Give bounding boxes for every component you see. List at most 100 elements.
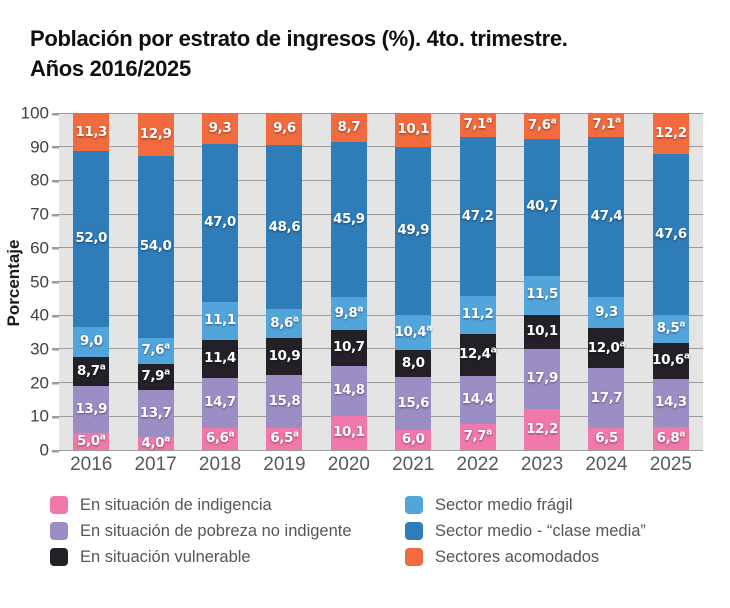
- legend-column-left: En situación de indigencia En situación d…: [50, 494, 405, 568]
- legend-item: Sector medio - “clase media”: [405, 520, 710, 542]
- bar-2020: 10,1 14,8 10,7 9,8a 45,9 8,7: [317, 113, 381, 450]
- x-axis-label-2024: 2024: [585, 454, 628, 475]
- y-tick-value: 20: [30, 373, 49, 393]
- bar-segment: 47,6: [652, 154, 689, 315]
- bar-segment: 10,1: [524, 314, 561, 349]
- x-axis-label-2019: 2019: [263, 454, 306, 475]
- legend-swatch: [405, 496, 423, 514]
- bar-segment-value: 9,3: [208, 119, 232, 136]
- bar-segment-value: 14,4: [461, 391, 494, 408]
- bar-segment: 13,9: [73, 386, 110, 434]
- bar-segment: 15,8: [266, 374, 303, 429]
- bar-segment-value: 14,8: [332, 382, 365, 399]
- bar-segment-value: 14,3: [655, 394, 687, 411]
- legend-item: En situación vulnerable: [50, 546, 405, 568]
- y-tick-mark: [52, 146, 59, 149]
- bar-segment: 5,0a: [73, 432, 110, 450]
- x-axis-label-2023: 2023: [520, 454, 564, 475]
- bar-segment: 9,3: [588, 296, 625, 329]
- bar-segment: 7,1a: [459, 113, 496, 137]
- bar-segment-value: 11,5: [526, 286, 558, 303]
- y-tick-label: 100: [0, 105, 59, 122]
- bar-segment: 12,0a: [588, 328, 626, 369]
- bar-segment: 10,1: [330, 415, 367, 450]
- bar-segment-value: 4,0a: [141, 434, 170, 451]
- y-tick-value: 80: [30, 170, 49, 190]
- y-tick-value: 100: [20, 103, 49, 123]
- x-axis-labels: 2016 2017 2018 2019 2020 2021 2022 2023 2024 2025: [59, 454, 703, 476]
- bar-segment-value: 8,7: [337, 118, 361, 135]
- bar-segment-value: 7,9a: [141, 367, 170, 385]
- bar-segment-value: 7,6a: [141, 341, 170, 359]
- legend-swatch: [50, 522, 68, 540]
- bar-segment-value: 8,6a: [270, 314, 299, 331]
- bar-segment: 6,0: [395, 429, 432, 450]
- plot-area: 5,0a 13,9 8,7a 9,0 52,0 11,3 4,0a 13,7 7,9a 7,6a 5…: [52, 112, 703, 451]
- bar-segment: 45,9: [330, 142, 367, 298]
- legend-label: Sector medio frágil: [435, 495, 573, 514]
- x-axis-label-2020: 2020: [327, 454, 370, 475]
- bar-segment-value: 10,7: [332, 339, 365, 356]
- bar-segment: 49,9: [395, 147, 432, 316]
- x-axis-label-2025: 2025: [649, 454, 692, 475]
- bar-segment-value: 45,9: [332, 210, 365, 227]
- y-axis-ticks: 0 10 20 30 40 50 60 70 80 90 100: [0, 105, 59, 459]
- bar-segment: 47,4: [588, 136, 625, 297]
- gridline: [52, 415, 703, 417]
- bar-segment: 54,0: [137, 156, 174, 339]
- y-tick-mark: [52, 281, 59, 284]
- bar-segment-value: 8,7a: [77, 362, 106, 379]
- x-axis-label-2021: 2021: [392, 454, 435, 475]
- y-tick-value: 90: [30, 137, 49, 157]
- bar-segment: 11,3: [73, 113, 110, 152]
- bar-segment-value: 7,7a: [463, 427, 492, 445]
- legend-item: Sector medio frágil: [405, 494, 710, 516]
- legend-label: En situación de pobreza no indigente: [80, 521, 352, 540]
- y-tick-value: 60: [30, 238, 49, 258]
- legend-item: En situación de pobreza no indigente: [50, 520, 405, 542]
- legend-swatch: [50, 548, 68, 566]
- bar-segment: 9,3: [202, 112, 239, 145]
- legend-swatch: [405, 522, 423, 540]
- bar-segment-value: 49,9: [397, 222, 430, 239]
- y-tick-label: 80: [0, 172, 59, 189]
- bar-segment: 40,7: [524, 138, 561, 276]
- bar-segment-value: 48,6: [268, 218, 301, 235]
- bar-segment-value: 10,1: [397, 121, 430, 138]
- bar-segment: 12,2: [524, 408, 561, 450]
- bar-segment-value: 54,0: [139, 238, 172, 255]
- bar-segment: 8,0: [395, 350, 432, 378]
- legend-label: En situación vulnerable: [80, 547, 251, 566]
- bar-segment: 11,2: [459, 296, 496, 334]
- bar-segment: 17,9: [524, 348, 561, 409]
- bar-segment: 4,0a: [137, 434, 174, 451]
- legend-swatch: [50, 496, 68, 514]
- bar-2018: 6,6a 14,7 11,4 11,1 47,0 9,3: [188, 112, 252, 450]
- bar-segment: 11,1: [202, 302, 239, 340]
- gridline: [52, 314, 703, 316]
- bar-segment-value: 5,0a: [77, 432, 106, 449]
- bar-segment: 12,4a: [459, 333, 497, 376]
- bar-segment-value: 47,2: [461, 207, 494, 224]
- bar-segment-value: 6,8a: [656, 429, 686, 446]
- chart-title-line1: Población por estrato de ingresos (%). 4…: [30, 26, 568, 51]
- bar-segment: 47,0: [202, 144, 239, 303]
- y-tick-mark: [52, 416, 59, 419]
- bar-segment-value: 13,9: [75, 400, 108, 417]
- bar-segment: 10,1: [395, 113, 432, 148]
- x-axis-label-2016: 2016: [70, 454, 113, 475]
- bar-2017: 4,0a 13,7 7,9a 7,6a 54,0 12,9: [123, 112, 187, 451]
- x-axis-label-2017: 2017: [134, 454, 177, 475]
- gridline: [52, 281, 703, 282]
- y-tick-value: 10: [30, 406, 49, 426]
- bar-segment: 10,4a: [395, 315, 432, 351]
- bar-segment: 13,7: [137, 390, 174, 437]
- bar-segment-value: 10,1: [526, 322, 558, 339]
- y-tick-value: 30: [30, 339, 49, 359]
- y-tick-label: 10: [0, 408, 59, 425]
- bar-segment: 6,6a: [202, 427, 239, 450]
- bar-2025: 6,8a 14,3 10,6a 8,5a 47,6 12,2: [639, 113, 703, 450]
- bar-segment: 12,2: [652, 113, 689, 155]
- legend-column-right: Sector medio frágil Sector medio - “clase…: [405, 494, 710, 568]
- bar-segment: 14,7: [202, 378, 239, 428]
